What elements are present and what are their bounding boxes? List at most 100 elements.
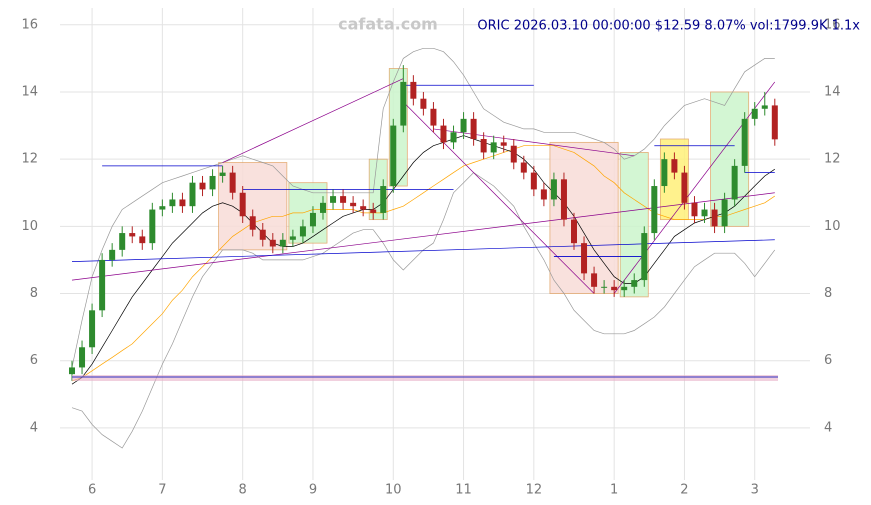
chart-title: ORIC 2026.03.10 00:00:00 $12.59 8.07% vo… [477, 19, 860, 34]
line-series [71, 172, 776, 449]
candle-body [550, 179, 557, 200]
candle-body [701, 209, 708, 217]
candle-body [390, 125, 397, 187]
x-tick-label: 6 [88, 483, 96, 498]
y-tick-label-right: 10 [824, 219, 841, 234]
candle-body [560, 179, 567, 220]
x-tick-label: 7 [158, 483, 166, 498]
candle-body [320, 202, 326, 213]
candle-body [299, 226, 306, 237]
x-tick-label: 2 [680, 483, 688, 498]
line-series [71, 135, 775, 385]
x-tick-label: 10 [385, 483, 402, 498]
y-tick-label: 6 [30, 353, 38, 368]
plot [69, 47, 778, 449]
candle-body [189, 182, 196, 207]
candle-body [139, 236, 146, 244]
trend-line [613, 81, 776, 294]
candle-body [169, 199, 176, 207]
candle-body [500, 142, 507, 146]
candle-body [731, 165, 738, 200]
candle-body [601, 286, 608, 288]
candle-body [179, 199, 186, 207]
candle-body [671, 159, 678, 173]
candle-body [460, 118, 467, 133]
candle-body [591, 273, 598, 287]
x-tick-label: 11 [455, 483, 472, 498]
y-tick-label-right: 16 [824, 17, 841, 32]
candle-body [239, 192, 246, 217]
zone [218, 162, 288, 251]
trend-line [71, 192, 775, 281]
candle-body [430, 108, 437, 126]
y-tick-label-right: 6 [824, 353, 832, 368]
candle-body [611, 286, 618, 291]
candle-body [651, 186, 658, 234]
candle-body [380, 186, 387, 213]
candle-body [691, 202, 698, 217]
candle-body [360, 206, 367, 210]
y-tick-label: 8 [30, 286, 38, 301]
candle-body [741, 118, 748, 166]
candle-body [571, 219, 577, 244]
candle-body [279, 239, 286, 247]
candle-body [661, 159, 668, 187]
y-tick-label-right: 8 [824, 286, 832, 301]
candle-body [420, 98, 427, 109]
candle-body [450, 132, 457, 143]
candle-body [480, 139, 487, 153]
candle-body [771, 105, 778, 140]
candle-body [249, 216, 256, 230]
trend-line [71, 239, 775, 262]
line-series [71, 47, 775, 368]
watermark: cafata.com [338, 15, 438, 34]
y-tick-label: 16 [21, 17, 38, 32]
candle-body [711, 209, 718, 227]
candle-body [370, 209, 377, 213]
candle-body [79, 347, 86, 368]
candle-body [289, 236, 296, 240]
candle-body [721, 199, 728, 227]
candle-body [99, 259, 106, 311]
y-tick-label: 10 [21, 219, 38, 234]
x-tick-label: 3 [751, 483, 759, 498]
trend-line [222, 78, 404, 163]
candle-body [119, 233, 126, 250]
line-series [71, 145, 775, 382]
candle-body [621, 286, 628, 291]
candle-body [309, 212, 316, 227]
candle-body [129, 233, 136, 237]
candle-body [269, 239, 276, 247]
trend-line [403, 101, 595, 294]
x-tick-label: 12 [526, 483, 543, 498]
candle-body [761, 105, 768, 109]
candle-body [641, 233, 648, 281]
candle-body [340, 196, 347, 203]
candle-body [259, 229, 266, 240]
candle-body [149, 209, 156, 244]
y-tick-label-right: 4 [824, 420, 832, 435]
candle-body [109, 249, 116, 260]
y-tick-label-right: 14 [824, 84, 841, 99]
y-tick-label: 14 [21, 84, 38, 99]
trend-line [433, 128, 635, 157]
candle-body [440, 125, 447, 143]
candle-body [470, 118, 477, 140]
volume-strip [72, 375, 778, 381]
candle-body [219, 172, 226, 176]
x-tick-label: 9 [309, 483, 317, 498]
candle-body [581, 243, 588, 274]
candle-body [400, 81, 407, 126]
candle-body [520, 162, 527, 173]
candle-body [69, 367, 75, 375]
x-tick-label: 1 [610, 483, 618, 498]
candle-body [681, 172, 688, 203]
y-tick-label: 12 [21, 152, 38, 167]
candle-body [751, 108, 758, 119]
candle-body [510, 145, 517, 163]
candle-body [159, 206, 166, 210]
candle-body [540, 189, 547, 200]
x-tick-label: 8 [239, 483, 247, 498]
candle-body [490, 142, 497, 153]
